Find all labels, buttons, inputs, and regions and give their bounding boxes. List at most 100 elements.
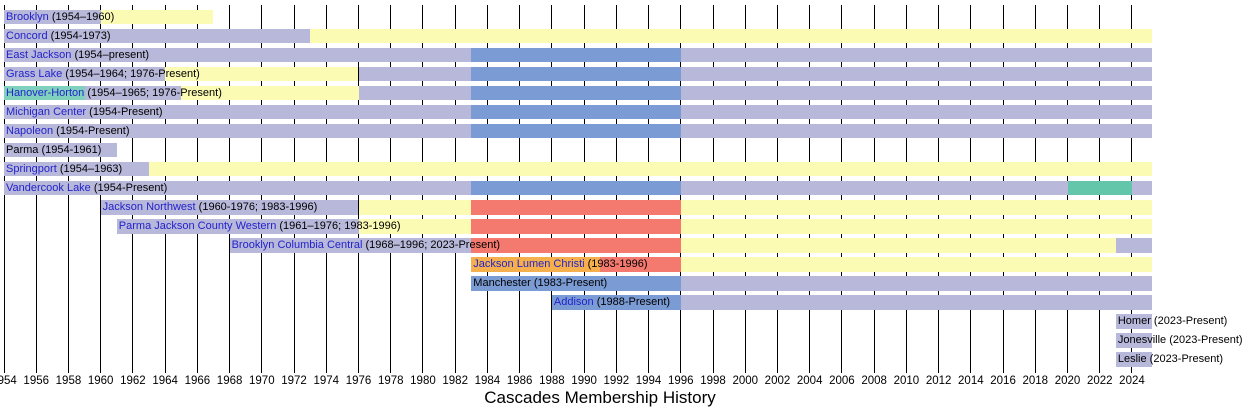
- school-years: (1983-1996): [584, 258, 648, 271]
- school-label: Parma (1954-1961): [6, 143, 101, 158]
- school-name-link[interactable]: Napoleon: [6, 124, 54, 137]
- school-years: (1954–1965; 1976-Present): [84, 86, 222, 99]
- bar-segment: [1115, 333, 1152, 348]
- school-years: (2023-Present): [1166, 334, 1243, 347]
- bar-segment: [4, 142, 117, 158]
- axis-tick-label: 2002: [764, 375, 791, 387]
- bar-segment: [4, 104, 472, 120]
- school-years: (1960-1976; 1983-1996): [195, 201, 318, 213]
- bar-segment: [471, 104, 681, 120]
- bar-segment: [680, 104, 1152, 120]
- school-label: Hanover-Horton (1954–1965; 1976-Present): [6, 86, 222, 101]
- school-label: Brooklyn Columbia Central (1968–1996; 20…: [232, 238, 500, 253]
- school-name-link[interactable]: Springport: [6, 162, 57, 175]
- school-years: (1954–1960): [48, 10, 115, 23]
- axis-tick-label: 1984: [474, 375, 501, 387]
- school-name-link[interactable]: Grass Lake: [6, 67, 63, 80]
- school-label: Homer (2023-Present): [1118, 314, 1227, 329]
- bar-segment: [4, 47, 472, 63]
- school-label: Vandercook Lake (1954-Present): [6, 181, 167, 196]
- school-name: Parma: [6, 143, 39, 156]
- bar-segment: [471, 200, 681, 215]
- school-name-link[interactable]: Vandercook Lake: [6, 181, 91, 194]
- axis-tick-label: 1998: [700, 375, 726, 387]
- axis-tick-label: 2024: [1119, 375, 1145, 387]
- school-years: (1961–1976; 1983-1996): [276, 220, 401, 233]
- school-label: Grass Lake (1954–1964; 1976-Present): [6, 67, 200, 82]
- school-years: (2023-Present): [1146, 353, 1224, 366]
- axis-tick-label: 2012: [925, 375, 952, 387]
- bar-segment: [680, 123, 1152, 139]
- bar-segment: [551, 295, 681, 310]
- axis-tick-label: 2000: [732, 375, 759, 387]
- school-label: Leslie (2023-Present): [1118, 352, 1223, 367]
- axis-tick-label: 2014: [958, 375, 984, 387]
- school-label: Parma Jackson County Western (1961–1976;…: [119, 219, 401, 234]
- school-label: East Jackson (1954–present): [6, 48, 149, 63]
- school-label: Jackson Northwest (1960-1976; 1983-1996): [103, 200, 318, 215]
- bar-segment: [471, 219, 681, 234]
- bar-segment: [680, 238, 1116, 253]
- axis-tick-label: 1974: [313, 375, 340, 387]
- axis-tick-label: 1954: [0, 375, 17, 387]
- school-name-link[interactable]: Jackson Northwest: [102, 201, 196, 213]
- school-name-link[interactable]: Hanover-Horton: [6, 86, 85, 99]
- bar-segment: [358, 200, 472, 215]
- school-years: (1954–1963): [56, 162, 123, 175]
- chart-title: Cascades Membership History: [484, 388, 716, 407]
- axis-tick-label: 1964: [152, 375, 178, 387]
- school-name: Manchester: [473, 277, 531, 290]
- axis-tick-label: 2020: [1054, 375, 1081, 387]
- school-years: (1983-Present): [530, 277, 608, 290]
- bar-segment: [1067, 180, 1132, 196]
- bar-segment: [471, 47, 681, 63]
- bar-segment: [4, 28, 311, 44]
- school-label: Brooklyn (1954–1960): [6, 10, 114, 25]
- bar-segment: [680, 276, 1152, 291]
- bar-segment: [471, 257, 601, 272]
- axis-tick-label: 1956: [23, 375, 50, 387]
- axis-tick-label: 1978: [377, 375, 404, 387]
- school-name-link[interactable]: East Jackson: [6, 48, 72, 61]
- bar-segment: [358, 219, 472, 234]
- axis-tick-label: 1982: [442, 375, 468, 387]
- school-name-link[interactable]: Addison: [553, 296, 594, 309]
- bar-segment: [680, 219, 1152, 234]
- bar-segment: [229, 238, 472, 253]
- axis-tick-label: 1960: [87, 375, 114, 387]
- bar-segment: [358, 85, 472, 101]
- school-name-link[interactable]: Brooklyn: [6, 10, 49, 23]
- bar-segment: [165, 66, 359, 82]
- bar-segment: [471, 276, 681, 291]
- bar-segment: [4, 9, 101, 24]
- school-name-link[interactable]: Jackson Lumen Christi: [473, 258, 585, 271]
- school-name-link[interactable]: Parma Jackson County Western: [118, 220, 277, 233]
- school-years: (1988-Present): [593, 296, 671, 309]
- school-name: Homer: [1117, 315, 1151, 328]
- bar-segment: [4, 85, 85, 101]
- school-name-link[interactable]: Michigan Center: [6, 105, 87, 118]
- axis-tick-label: 1994: [635, 375, 662, 387]
- bar-segment: [181, 85, 359, 101]
- school-name-link[interactable]: Concord: [6, 29, 48, 42]
- bar-segment: [680, 47, 1152, 63]
- school-name-link[interactable]: Brooklyn Columbia Central: [231, 239, 363, 252]
- axis-tick-label: 1996: [667, 375, 694, 387]
- axis-tick-label: 2010: [893, 375, 920, 387]
- axis-tick-label: 1972: [281, 375, 307, 387]
- bar-segment: [149, 161, 1152, 177]
- bar-segment: [471, 238, 681, 253]
- school-years: (1954–present): [71, 48, 150, 61]
- axis-tick-label: 1988: [539, 375, 565, 387]
- bar-segment: [471, 66, 681, 82]
- bar-segment: [116, 219, 359, 234]
- bar-segment: [4, 123, 472, 139]
- bar-segment: [4, 180, 472, 196]
- axis-tick-label: 1966: [184, 375, 211, 387]
- bar-segment: [680, 85, 1152, 101]
- bar-segment: [471, 180, 681, 196]
- axis-tick-label: 1990: [571, 375, 597, 387]
- bar-segment: [1115, 352, 1152, 367]
- axis-tick-label: 1962: [120, 375, 146, 387]
- bar-segment: [100, 200, 359, 215]
